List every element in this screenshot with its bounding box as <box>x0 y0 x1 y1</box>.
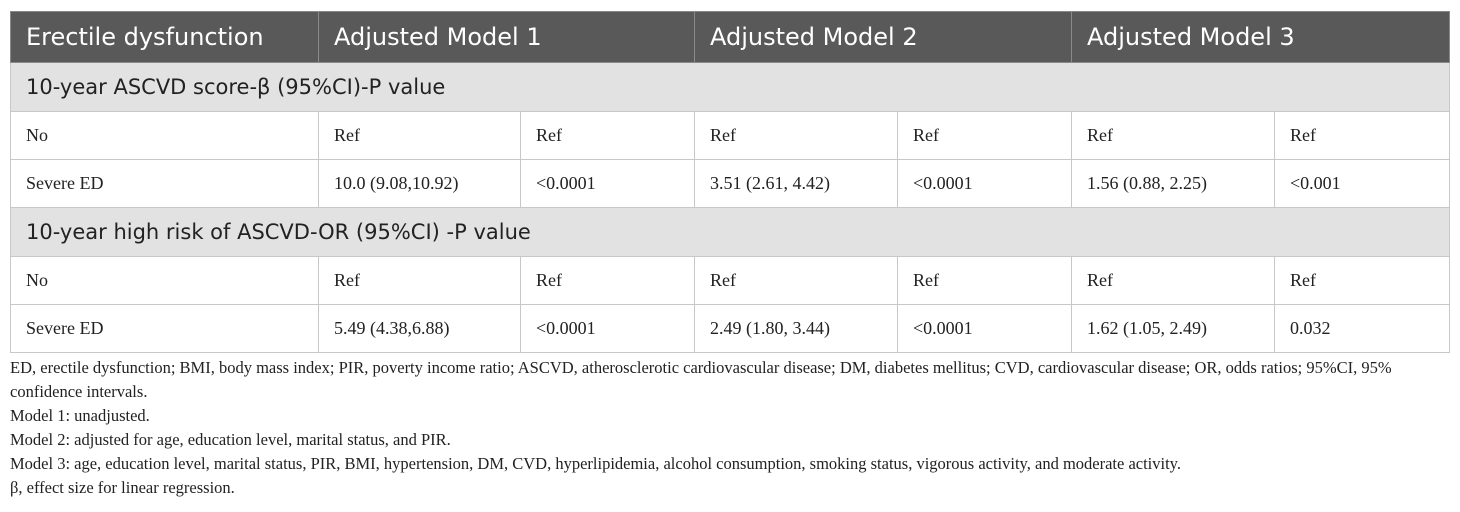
table-cell: Ref <box>1274 256 1451 305</box>
table-cell: Ref <box>694 111 899 160</box>
table-cell: Ref <box>1274 111 1451 160</box>
results-table-container: Erectile dysfunction Adjusted Model 1 Ad… <box>9 11 1451 353</box>
section-row-ascvd-score: 10-year ASCVD score-β (95%CI)-P value <box>9 62 1451 112</box>
results-table: Erectile dysfunction Adjusted Model 1 Ad… <box>9 11 1451 353</box>
table-cell: <0.001 <box>1274 159 1451 208</box>
table-cell: 2.49 (1.80, 3.44) <box>694 304 899 353</box>
table-cell: Ref <box>318 256 521 305</box>
table-cell: Ref <box>694 256 899 305</box>
table-cell: Ref <box>897 111 1073 160</box>
table-row: No Ref Ref Ref Ref Ref Ref <box>10 111 1451 160</box>
table-cell: 5.49 (4.38,6.88) <box>318 304 521 353</box>
header-erectile-dysfunction: Erectile dysfunction <box>10 11 319 63</box>
row-label: Severe ED <box>10 159 319 208</box>
table-cell: 1.62 (1.05, 2.49) <box>1071 304 1276 353</box>
table-cell: <0.0001 <box>897 304 1073 353</box>
footnote-beta: β, effect size for linear regression. <box>10 478 235 497</box>
table-cell: Ref <box>897 256 1073 305</box>
table-cell: Ref <box>318 111 521 160</box>
table-cell: Ref <box>1071 111 1276 160</box>
table-cell: Ref <box>1071 256 1276 305</box>
section-title: 10-year ASCVD score-β (95%CI)-P value <box>9 62 1451 112</box>
row-label: Severe ED <box>10 304 319 353</box>
table-cell: <0.0001 <box>519 304 696 353</box>
row-label: No <box>10 111 319 160</box>
table-row: No Ref Ref Ref Ref Ref Ref <box>10 256 1451 305</box>
row-label: No <box>10 256 319 305</box>
table-cell: 3.51 (2.61, 4.42) <box>694 159 899 208</box>
footnote-model-2: Model 2: adjusted for age, education lev… <box>10 430 451 449</box>
table-cell: Ref <box>519 256 696 305</box>
footnote-model-3: Model 3: age, education level, marital s… <box>10 454 1181 473</box>
table-cell: 1.56 (0.88, 2.25) <box>1071 159 1276 208</box>
header-adjusted-model-3: Adjusted Model 3 <box>1071 11 1451 63</box>
table-cell: 0.032 <box>1274 304 1451 353</box>
table-cell: 10.0 (9.08,10.92) <box>318 159 521 208</box>
footnote-abbreviations: ED, erectile dysfunction; BMI, body mass… <box>10 358 1392 401</box>
header-adjusted-model-2: Adjusted Model 2 <box>694 11 1073 63</box>
section-title: 10-year high risk of ASCVD-OR (95%CI) -P… <box>9 207 1451 257</box>
table-footnotes: ED, erectile dysfunction; BMI, body mass… <box>10 356 1452 500</box>
table-cell: <0.0001 <box>897 159 1073 208</box>
table-row: Severe ED 10.0 (9.08,10.92) <0.0001 3.51… <box>10 159 1451 208</box>
table-cell: <0.0001 <box>519 159 696 208</box>
section-row-ascvd-high-risk: 10-year high risk of ASCVD-OR (95%CI) -P… <box>9 207 1451 257</box>
table-row: Severe ED 5.49 (4.38,6.88) <0.0001 2.49 … <box>10 304 1451 353</box>
table-cell: Ref <box>519 111 696 160</box>
footnote-model-1: Model 1: unadjusted. <box>10 406 150 425</box>
header-row: Erectile dysfunction Adjusted Model 1 Ad… <box>10 11 1451 63</box>
header-adjusted-model-1: Adjusted Model 1 <box>317 11 696 63</box>
